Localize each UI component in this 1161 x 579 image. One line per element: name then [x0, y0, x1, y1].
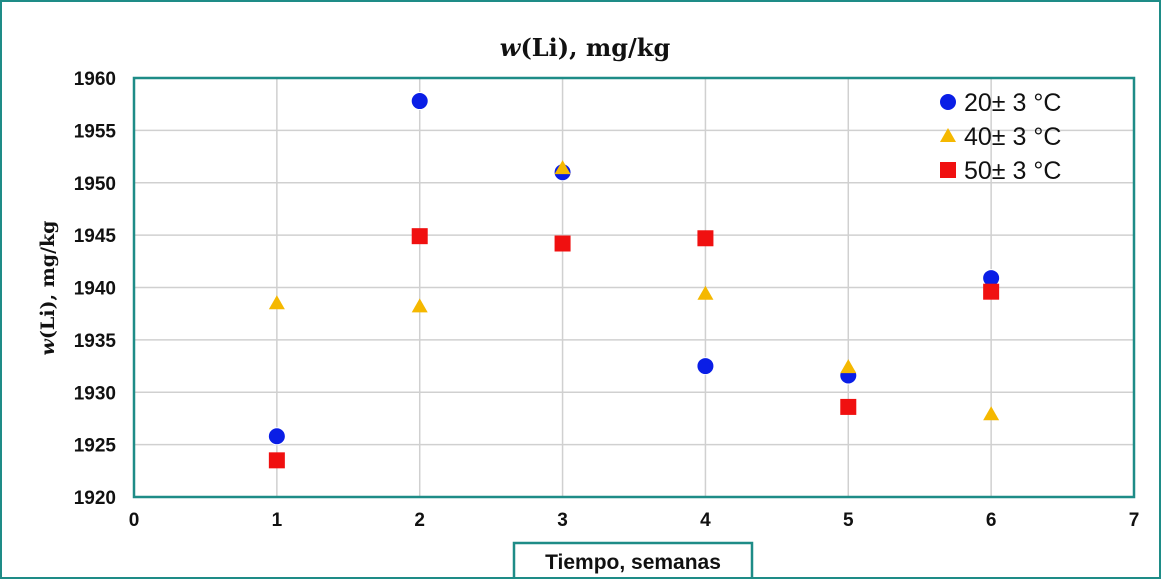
data-point-square	[411, 228, 428, 245]
plot-area-border	[132, 76, 1136, 499]
y-tick-label: 1960	[74, 69, 116, 90]
y-axis-label: w(Li), mg/kg	[37, 221, 59, 356]
x-tick-label: 0	[129, 510, 140, 531]
y-tick-label: 1925	[74, 436, 117, 457]
data-point-square	[268, 452, 285, 469]
x-tick-label: 1	[272, 510, 283, 531]
legend-label: 40± 3 °C	[964, 123, 1061, 151]
y-tick-label: 1945	[74, 226, 117, 247]
data-point-square	[983, 283, 1000, 300]
legend-label: 20± 3 °C	[964, 89, 1061, 117]
data-point-triangle	[697, 285, 714, 300]
data-point-triangle	[268, 295, 285, 310]
y-tick-label: 1940	[74, 279, 116, 300]
x-tick-label: 4	[700, 510, 711, 531]
legend-label: 50± 3 °C	[964, 157, 1061, 185]
chart-title: w(Li), mg/kg	[500, 33, 671, 62]
x-tick-label: 6	[986, 510, 997, 531]
legend: 20± 3 °C 40± 3 °C 50± 3 °C	[939, 89, 1061, 185]
data-point-triangle	[983, 406, 1000, 421]
legend-marker-triangle	[940, 128, 956, 142]
y-tick-label: 1930	[74, 383, 116, 404]
data-point-triangle	[554, 160, 571, 175]
x-tick-label: 7	[1129, 510, 1140, 531]
x-tick-label: 3	[557, 510, 568, 531]
x-axis-label-box: Tiempo, semanas	[512, 541, 754, 577]
y-tick-label: 1935	[74, 331, 117, 352]
data-point-triangle	[840, 359, 857, 374]
legend-marker-square	[940, 162, 956, 178]
x-tick-label: 2	[414, 510, 425, 531]
data-point-circle	[696, 357, 715, 376]
data-point-triangle	[411, 298, 428, 313]
y-tick-label: 1955	[74, 121, 117, 142]
data-point-square	[697, 230, 714, 247]
data-point-square	[840, 398, 857, 415]
data-points	[267, 92, 1001, 469]
y-tick-label: 1950	[74, 174, 116, 195]
data-point-square	[554, 235, 571, 252]
x-axis-label: Tiempo, semanas	[545, 551, 721, 574]
data-point-circle	[410, 92, 429, 111]
data-point-circle	[267, 427, 286, 446]
x-tick-label: 5	[843, 510, 854, 531]
legend-marker-circle	[939, 93, 957, 111]
x-tick-labels: 0 1 2 3 4 5 6 7	[129, 510, 1140, 531]
y-tick-labels: 1920 1925 1930 1935 1940 1945 1950 1955 1960	[74, 69, 117, 509]
y-tick-label: 1920	[74, 488, 116, 509]
